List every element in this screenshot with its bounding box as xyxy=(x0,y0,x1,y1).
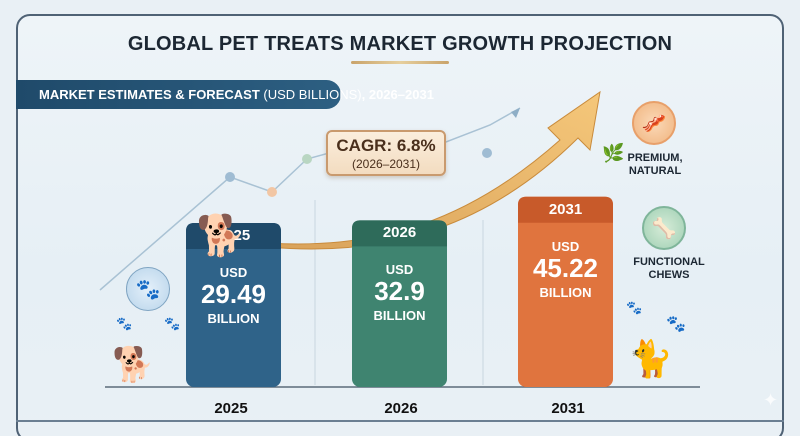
cagr-value: CAGR: 6.8% xyxy=(336,136,436,155)
trend-arrowhead xyxy=(511,108,520,118)
trend-dot xyxy=(267,187,277,197)
chart-title: GLOBAL PET TREATS MARKET GROWTH PROJECTI… xyxy=(127,33,673,55)
bar-value-label: 32.9 xyxy=(374,276,425,307)
bar-value-label: 29.49 xyxy=(200,278,267,309)
callout-label-line: NATURAL xyxy=(628,165,682,177)
title-underline xyxy=(351,61,449,64)
subtitle-unit: (USD BILLIONS) xyxy=(259,87,362,102)
bar-2025 xyxy=(186,222,281,387)
bar-unit-prefix: USD xyxy=(385,262,414,278)
paw-print-icon: 🐾 xyxy=(626,300,643,315)
paw-print-icon: 🐾 xyxy=(666,316,686,333)
standing-dog-icon: 🐕 xyxy=(196,214,246,258)
subtitle-banner: MARKET ESTIMATES & FORECAST (USD BILLION… xyxy=(16,80,434,109)
cagr-period: (2026–2031) xyxy=(351,157,421,171)
callout-label-line: PREMIUM, xyxy=(627,152,683,164)
bar-header-2025 xyxy=(186,222,281,249)
x-tick-label: 2025 xyxy=(214,400,248,417)
cagr-badge: CAGR: 6.8% (2026–2031) xyxy=(326,130,446,176)
bar-2026 xyxy=(352,220,447,387)
bone-glyph: 🦴 xyxy=(651,217,677,240)
sparkle-icon: ✦ xyxy=(763,390,779,410)
callout-label-line: CHEWS xyxy=(648,269,690,281)
x-tick-label: 2031 xyxy=(551,400,585,417)
bar-year-label: 2026 xyxy=(382,224,417,242)
paw-badge-icon: 🐾 xyxy=(126,267,170,311)
bar-header-2031 xyxy=(518,196,613,223)
trend-dot xyxy=(482,148,492,158)
callout-premium-natural: PREMIUM, NATURAL xyxy=(622,152,688,178)
paw-print-icon: 🐾 xyxy=(116,316,133,331)
bar-unit-suffix: BILLION xyxy=(207,310,260,326)
paw-glyph: 🐾 xyxy=(135,278,161,301)
bar-unit-prefix: USD xyxy=(551,238,580,254)
subtitle-bold-prefix: MARKET ESTIMATES & FORECAST xyxy=(39,87,260,102)
background-trend-line xyxy=(99,107,521,291)
trend-dot xyxy=(302,154,312,164)
bar-year-label: 2031 xyxy=(548,200,583,218)
x-tick-label: 2026 xyxy=(384,400,418,417)
leaf-icon: 🌿 xyxy=(602,143,625,163)
trend-dot xyxy=(225,172,235,182)
paw-print-icon: 🐾 xyxy=(164,316,181,331)
jerky-treat-icon: 🥓 xyxy=(632,101,676,145)
bar-unit-prefix: USD xyxy=(219,264,248,280)
sitting-dog-icon: 🐕 xyxy=(112,346,155,384)
bone-treat-icon: 🦴 xyxy=(642,206,686,250)
bar-unit-suffix: BILLION xyxy=(373,308,426,324)
jerky-glyph: 🥓 xyxy=(641,112,667,135)
callout-functional-chews: FUNCTIONAL CHEWS xyxy=(626,256,712,282)
bar-year-label: 2025 xyxy=(216,226,251,244)
callout-label-line: FUNCTIONAL xyxy=(633,256,705,268)
bar-unit-suffix: BILLION xyxy=(539,284,592,300)
sitting-cat-icon: 🐈 xyxy=(628,338,673,379)
bar-2031 xyxy=(518,196,613,387)
subtitle-period: , 2026–2031 xyxy=(361,87,434,102)
bar-value-label: 45.22 xyxy=(532,252,599,283)
bar-header-2026 xyxy=(352,220,447,247)
